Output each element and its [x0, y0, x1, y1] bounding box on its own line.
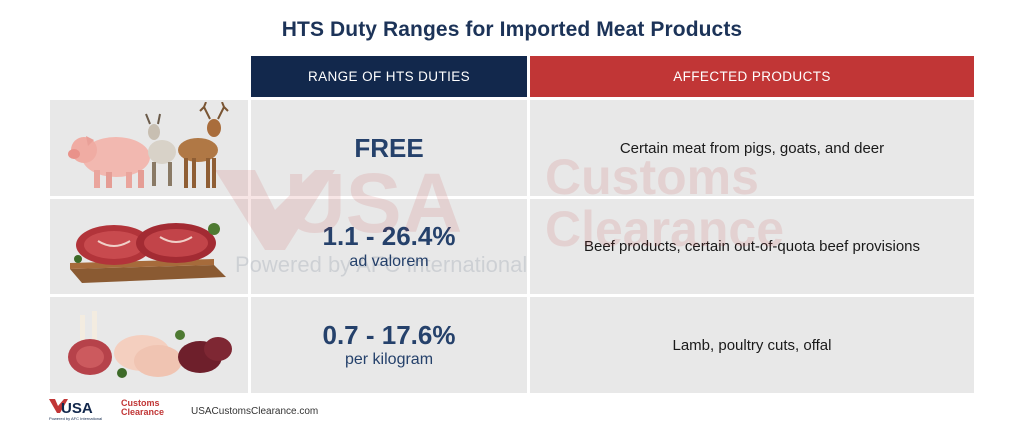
row-2-products-cell: Beef products, certain out-of-quota beef…: [530, 199, 974, 294]
logo-side: Customs: [121, 398, 160, 408]
row-3-duty-cell: 0.7 - 17.6% per kilogram: [251, 297, 527, 393]
logo-main: USA: [61, 400, 93, 417]
page-title: HTS Duty Ranges for Imported Meat Produc…: [281, 18, 743, 41]
logo-tagline: Powered by AFC International: [49, 416, 102, 421]
row-1-duty-cell: FREE: [251, 100, 527, 196]
row-1-duty-range: FREE: [354, 132, 424, 163]
row-2-products-text: Beef products, certain out-of-quota beef…: [583, 238, 921, 255]
row-1-products-cell: Certain meat from pigs, goats, and deer: [530, 100, 974, 196]
row-1-products-text: Certain meat from pigs, goats, and deer: [619, 139, 885, 157]
row-2-duty-range: 1.1 - 26.4%: [322, 221, 456, 252]
row-2-duty-basis: ad valorem: [349, 252, 429, 270]
row-3-duty-range: 0.7 - 17.6%: [322, 319, 456, 350]
logo-side2: Clearance: [121, 407, 164, 417]
lamb-poultry-offal-icon: [68, 311, 232, 378]
usa-customs-clearance-logo: USA Customs Clearance Powered by AFC Int…: [49, 398, 164, 421]
pig-goat-deer-icon: [68, 102, 229, 188]
header-range-of-duties: RANGE OF HTS DUTIES: [251, 56, 527, 97]
row-3-image-cell: [50, 297, 248, 393]
row-2-image-cell: [50, 199, 248, 294]
row-3-products-text: Lamb, poultry cuts, offal: [672, 336, 832, 354]
row-1-image-cell: [50, 100, 248, 196]
beef-steaks-icon: [70, 222, 226, 283]
row-2-duty-cell: 1.1 - 26.4% ad valorem: [251, 199, 527, 294]
footer-url[interactable]: USACustomsClearance.com: [191, 406, 319, 417]
row-3-products-cell: Lamb, poultry cuts, offal: [530, 297, 974, 393]
header-affected-products: AFFECTED PRODUCTS: [530, 56, 974, 97]
row-3-duty-basis: per kilogram: [344, 351, 434, 369]
